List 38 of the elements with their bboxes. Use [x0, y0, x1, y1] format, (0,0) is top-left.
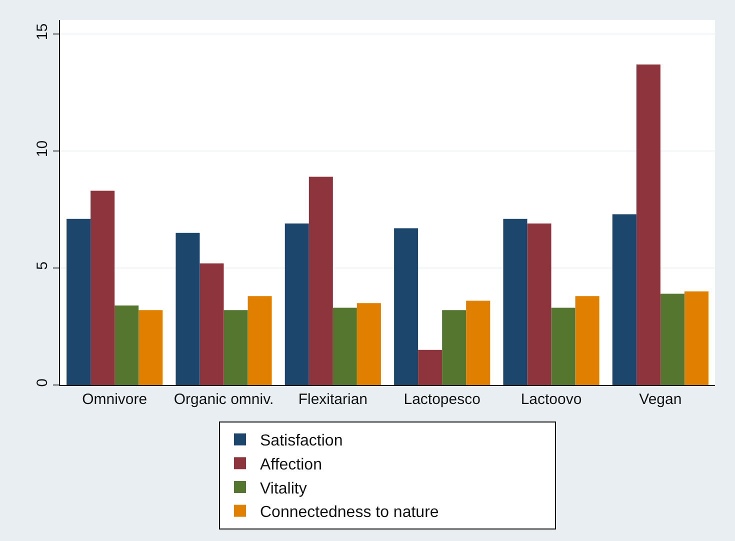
bar	[308, 176, 333, 385]
y-tick-label: 0	[34, 378, 51, 387]
bar	[224, 310, 248, 385]
y-tick-label: 15	[34, 23, 51, 40]
x-tick-label: Lactoovo	[520, 391, 582, 408]
bar	[418, 350, 442, 385]
x-tick-label: Omnivore	[82, 391, 148, 408]
bar	[551, 308, 576, 385]
bar	[442, 310, 466, 385]
bar	[612, 214, 636, 385]
bar	[503, 218, 528, 385]
x-tick-label: Lactopesco	[404, 391, 480, 408]
y-tick-label: 5	[34, 262, 51, 270]
bar	[176, 232, 200, 385]
legend-label: Connectedness to nature	[260, 504, 439, 522]
legend-label: Vitality	[260, 480, 307, 498]
x-tick-label: Vegan	[639, 391, 682, 408]
bar	[332, 308, 357, 385]
bar	[114, 305, 139, 385]
bar	[660, 294, 684, 385]
bar	[90, 190, 115, 385]
bar	[66, 218, 91, 385]
y-tick-label: 10	[34, 140, 51, 158]
bar	[200, 263, 224, 385]
bar	[356, 303, 381, 385]
bar	[527, 224, 552, 385]
bar	[284, 224, 309, 385]
x-tick-label: Organic omniv.	[174, 391, 274, 408]
bar	[138, 310, 163, 385]
bar	[466, 300, 490, 385]
x-tick-label: Flexitarian	[298, 391, 368, 408]
bar	[394, 228, 418, 385]
bar	[636, 64, 660, 385]
legend-label: Affection	[260, 456, 322, 474]
legend-label: Satisfaction	[260, 432, 343, 450]
bar	[575, 296, 600, 385]
bar	[684, 291, 708, 385]
bar	[248, 296, 272, 385]
